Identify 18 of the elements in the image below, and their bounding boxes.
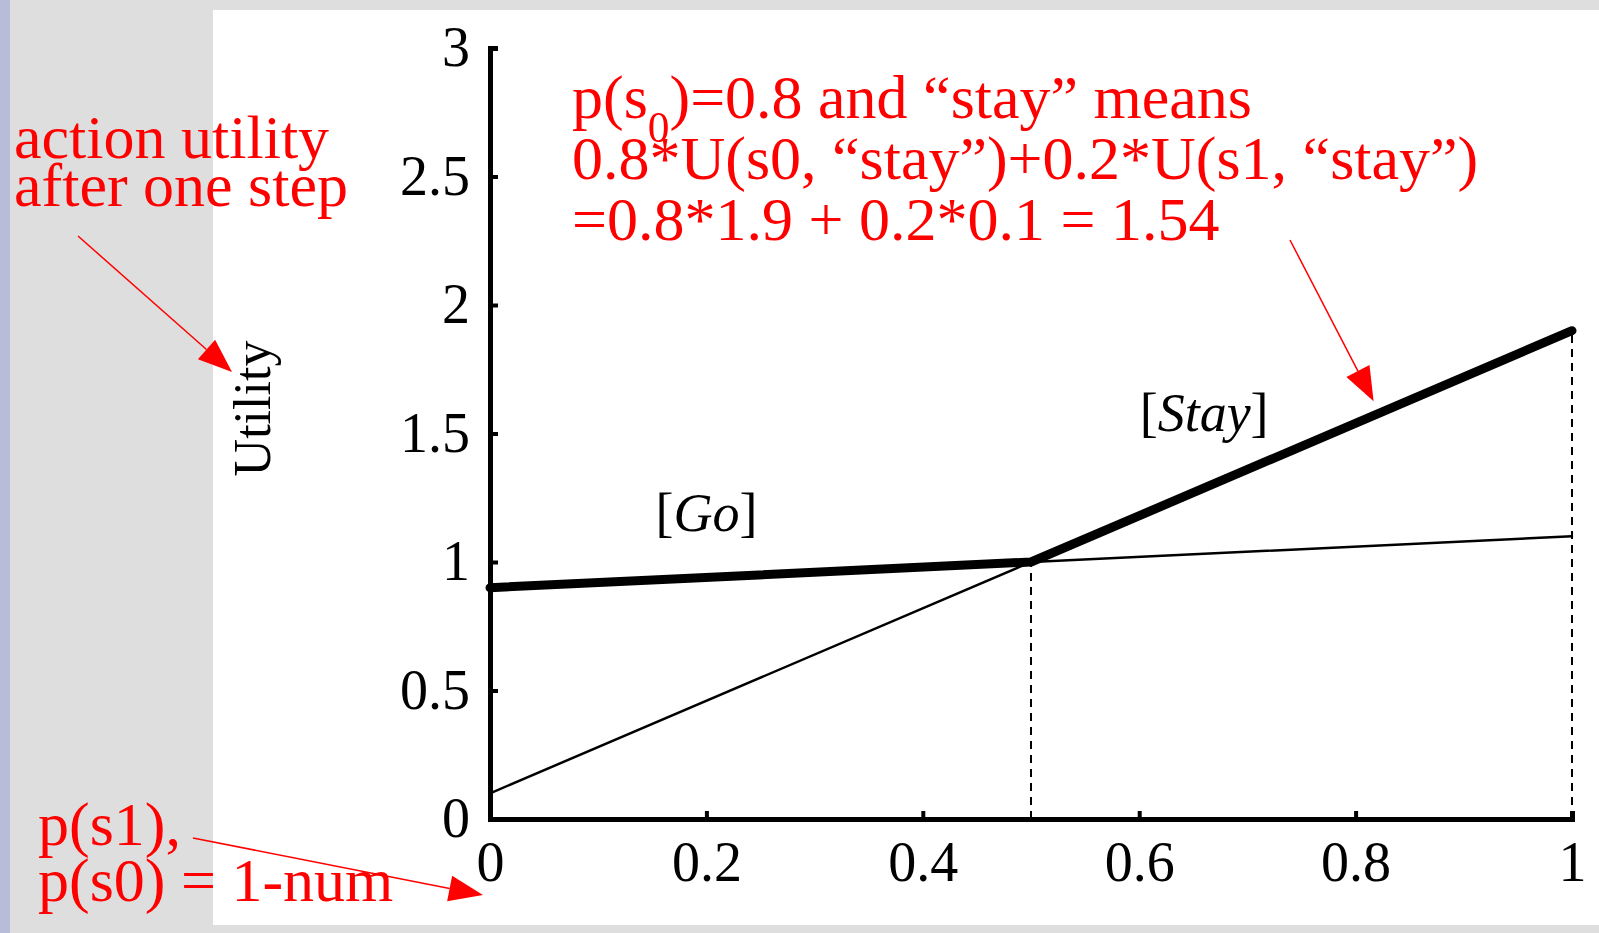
x-tick-label: 0.8 [1321, 830, 1392, 893]
x-tick-label: 0.6 [1104, 830, 1175, 893]
y-tick-label: 0 [442, 787, 470, 850]
y-tick-label: 1.5 [400, 401, 470, 464]
y-tick-label: 1 [442, 530, 470, 593]
annotation: p(s$_{0}$)=0.8 and “stay” means 0.8*U(s0, “stay”)+0.2*U(s1, “stay”) =0.8*1.9 + 0.2*0.1 = 1.54 [572, 63, 1479, 253]
y-axis-title: Utility [224, 340, 281, 477]
series-label: [Stay] [1139, 383, 1269, 444]
y-tick-label: 0.5 [400, 658, 470, 721]
series-label: [Go] [655, 483, 758, 544]
text: action utility after one step [14, 103, 348, 219]
x-tick-label: 1 [1558, 830, 1587, 893]
y-tick-label: 2 [442, 273, 470, 336]
x-tick-label: 0.4 [888, 830, 959, 893]
y-tick-label: 3 [442, 16, 470, 79]
y-tick-label: 2.5 [400, 144, 470, 207]
text: p(s1), p(s0) = 1-num [38, 790, 394, 915]
x-tick-label: 0.2 [671, 830, 742, 893]
